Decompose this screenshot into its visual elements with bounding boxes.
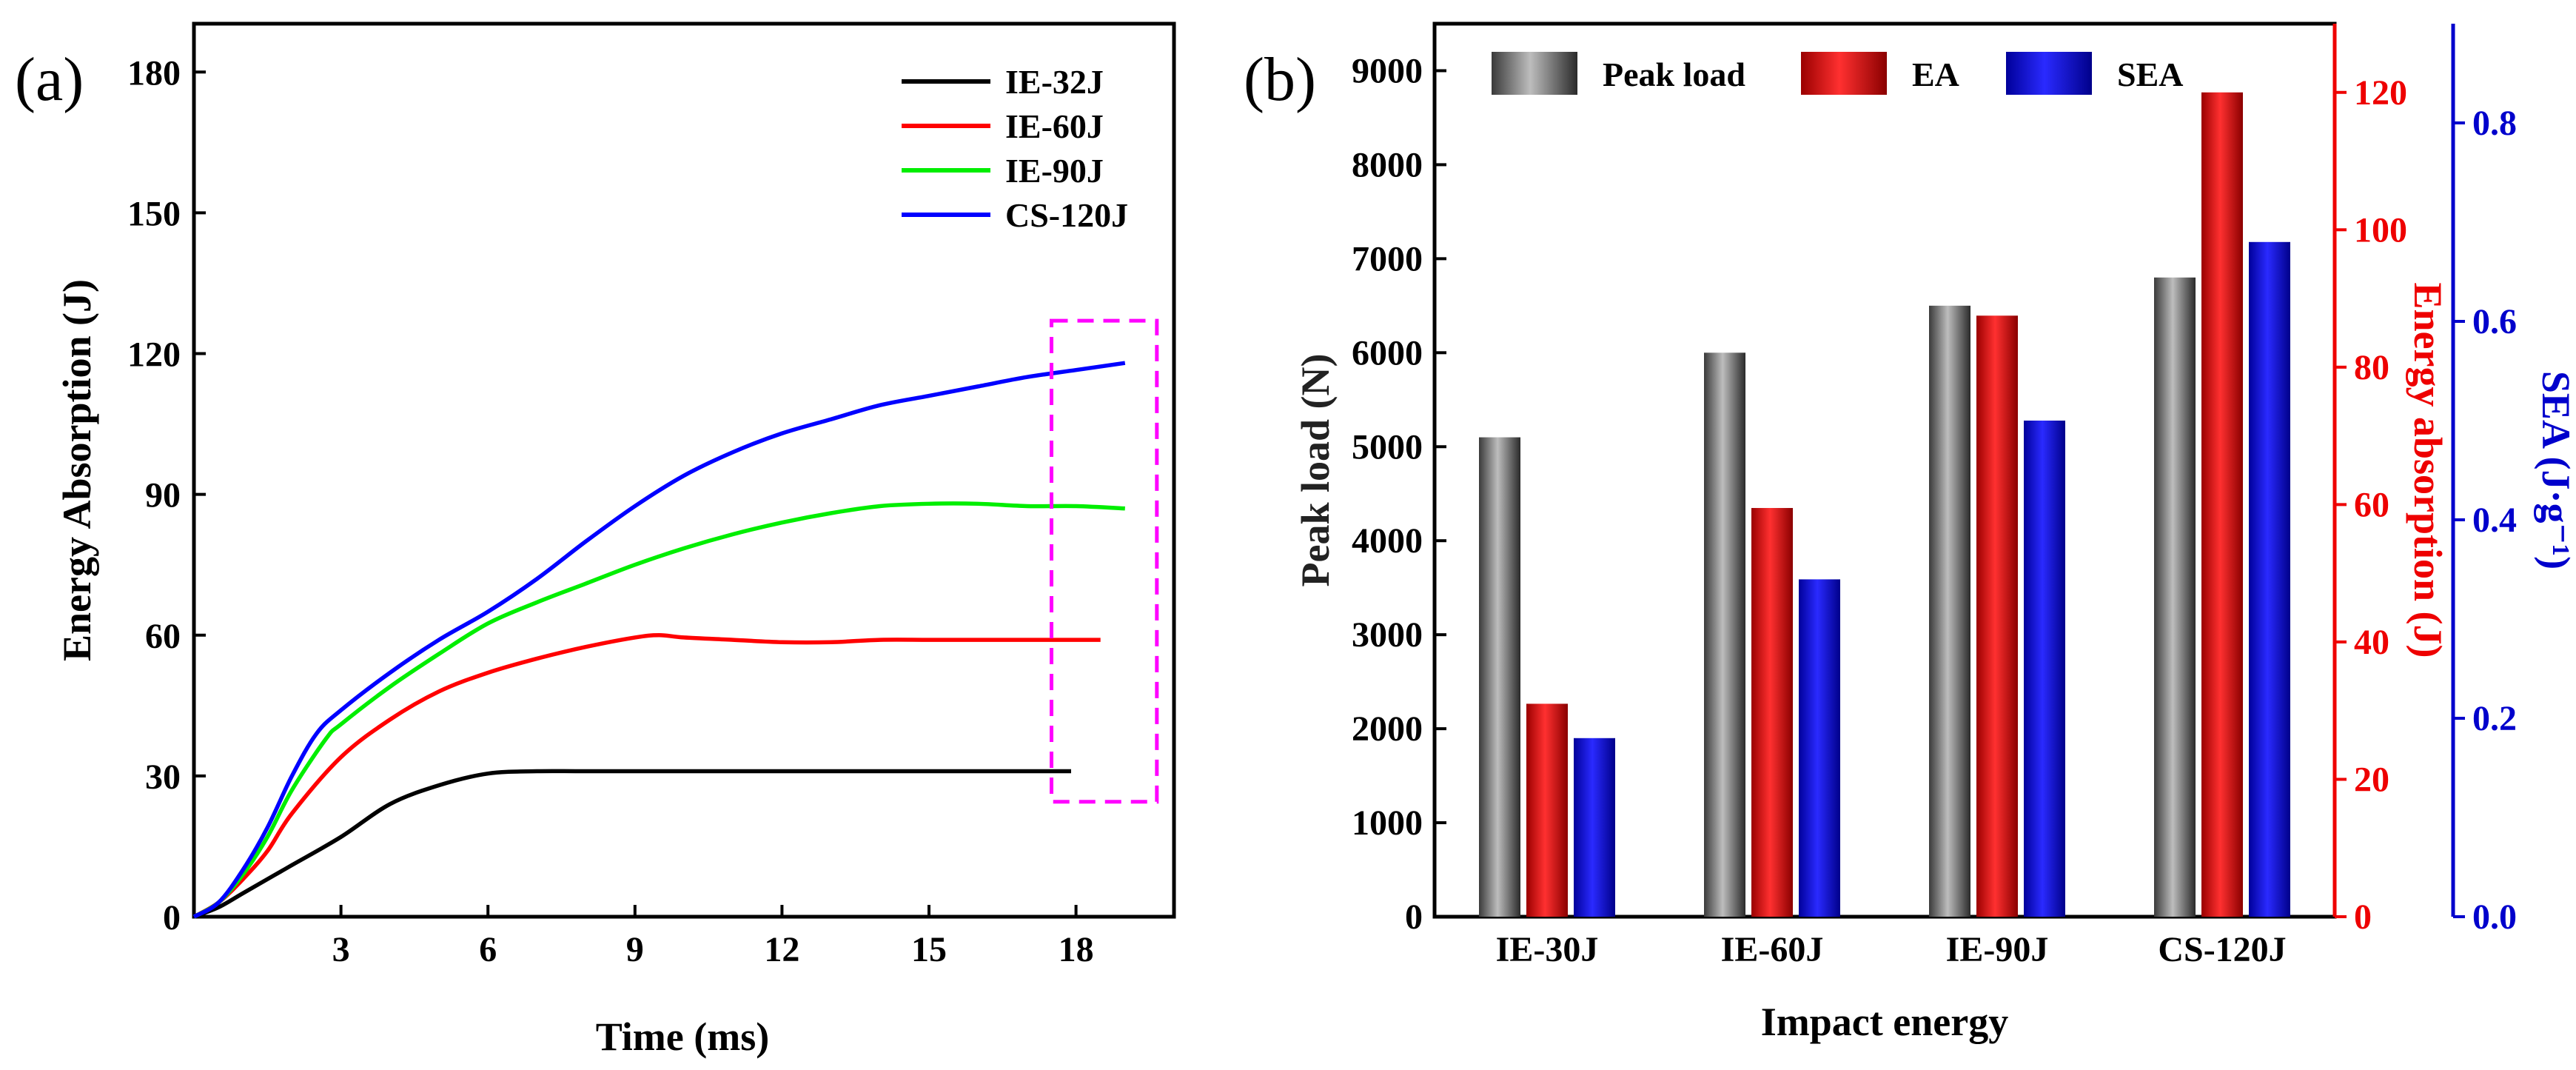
peak-load-tick-label: 9000 [1352,51,1423,90]
category-label: IE-90J [1946,930,2049,969]
peak-load-tick-label: 2000 [1352,709,1423,749]
legend-label: IE-32J [1005,63,1104,101]
legend-label: Peak load [1603,56,1745,93]
bar-ea [1751,508,1793,917]
legend-label: SEA [2117,56,2183,93]
bar-sea [2249,241,2290,917]
x-tick-label: 18 [1059,930,1094,969]
x-tick-label: 9 [626,930,644,969]
legend-label: IE-60J [1005,107,1104,145]
series-line-ie-32j [193,769,1071,919]
category-label: IE-60J [1721,930,1824,969]
plot-b-bars: IE-30J IE-60J IE-90J CS-120J [1479,92,2290,969]
ea-tick-label: 100 [2354,210,2407,250]
peak-load-tick-label: 3000 [1352,615,1423,655]
plot-b-legend: Peak load EA SEA [1492,52,2183,95]
plot-b-frame [1432,21,2337,919]
ea-tick-label: 0 [2354,897,2372,937]
bar-sea [1799,579,1840,917]
bar-sea [1574,738,1615,917]
y-tick-label: 120 [127,335,181,375]
ea-tick-label: 120 [2354,73,2407,113]
y-tick-label: 90 [145,476,181,515]
category-label: IE-30J [1496,930,1599,969]
series-line-ie-60j [192,633,1101,919]
bar-peak-load [2154,277,2196,917]
peak-load-tick-label: 8000 [1352,145,1423,184]
sea-tick-label: 0.0 [2472,897,2517,937]
plot-a-legend: IE-32J IE-60J IE-90J CS-120J [902,63,1128,234]
bar-ea [2201,92,2243,917]
legend-swatch [1801,52,1887,95]
bar-peak-load [1929,305,1970,917]
legend-swatch [2006,52,2092,95]
legend-label: CS-120J [1005,196,1128,234]
sea-tick-label: 0.4 [2472,501,2517,540]
plot-a-series [192,361,1126,919]
plot-b-axes: 0 1000 2000 3000 4000 5000 6000 7000 8000 9000 0 20… [1293,51,2576,937]
ea-tick-label: 60 [2354,485,2389,524]
bar-ea [1526,703,1568,917]
sea-tick-label: 0.2 [2472,699,2517,738]
bar-peak-load [1479,437,1520,917]
legend-label: IE-90J [1005,152,1104,190]
bar-peak-load [1704,352,1745,917]
peak-load-tick-label: 6000 [1352,333,1423,372]
ea-tick-label: 40 [2354,623,2389,662]
plot-b-x-label: Impact energy [1761,1000,2008,1044]
panel-b-label: (b) [1244,45,1316,114]
ea-tick-label: 20 [2354,760,2389,799]
x-tick-label: 3 [332,930,350,969]
peak-load-tick-label: 4000 [1352,521,1423,561]
panel-a-label: (a) [15,45,84,114]
plot-a-y-axis: 0 30 60 90 120 150 180 [127,53,206,937]
series-line-ie-90j [192,501,1125,919]
x-tick-label: 12 [764,930,799,969]
bar-ea [1976,315,2018,917]
y-tick-label: 30 [145,758,181,797]
peak-load-tick-label: 7000 [1352,239,1423,278]
peak-load-tick-label: 1000 [1352,803,1423,843]
series-line-cs-120j [192,361,1126,919]
plot-a-x-axis: 3 6 9 12 15 18 [332,905,1094,969]
peak-load-tick-label: 5000 [1352,427,1423,467]
ea-axis-label: Energy absorption (J) [2406,282,2450,658]
peak-load-tick-label: 0 [1405,897,1423,937]
sea-tick-label: 0.8 [2472,104,2517,143]
y-tick-label: 60 [145,617,181,656]
x-tick-label: 6 [479,930,497,969]
sea-tick-label: 0.6 [2472,302,2517,341]
ea-tick-label: 80 [2354,348,2389,387]
y-tick-label: 180 [127,53,181,93]
plot-a-frame [192,21,1176,919]
highlight-dashed-box [1050,318,1159,804]
plot-a-y-label: Energy Absorption (J) [55,279,99,661]
legend-swatch [1492,52,1577,95]
sea-axis-label: SEA (J·g⁻¹) [2534,371,2576,569]
y-tick-label: 0 [163,898,181,937]
category-label: CS-120J [2158,930,2286,969]
panel-b: (b) 010002000300040005000600070008000900… [1244,21,2576,1044]
legend-label: EA [1912,56,1959,93]
x-tick-label: 15 [911,930,947,969]
y-tick-label: 150 [127,194,181,233]
plot-a-x-label: Time (ms) [596,1014,769,1059]
bar-sea [2024,421,2065,917]
peak-load-axis-label: Peak load (N) [1293,354,1338,587]
